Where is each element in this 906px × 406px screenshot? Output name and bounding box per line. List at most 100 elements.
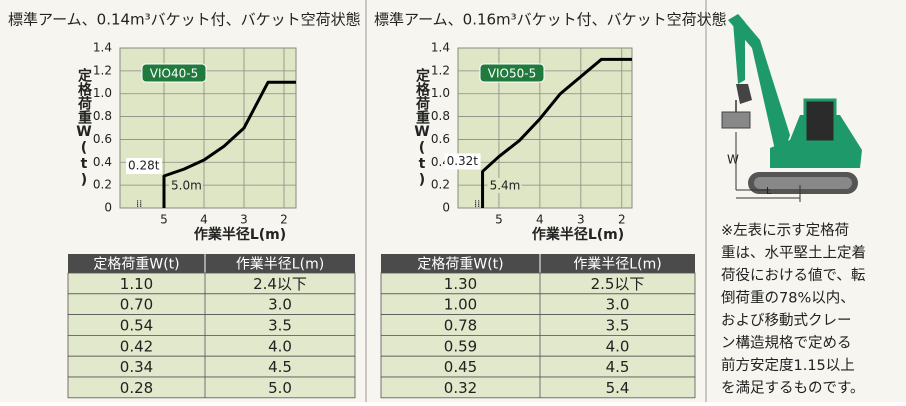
y-tick-label: 0.8 (431, 109, 450, 123)
table-cell: 4.0 (606, 337, 630, 355)
y-tick-label: 1.2 (93, 63, 112, 77)
model-badge (479, 63, 545, 83)
x-axis-label: 作業半径L(m) (532, 226, 624, 243)
y-tick-label: 1.0 (431, 86, 450, 100)
note-line: 前方安定度1.15以上 (721, 357, 855, 374)
table-cell: 3.0 (606, 296, 630, 314)
x-tick-label: 2 (280, 213, 288, 227)
y-axis-label: 定格荷重W(t) (76, 67, 93, 188)
annotation-box (169, 178, 203, 193)
note-line: 重は、水平堅土上定着 (721, 245, 866, 262)
note-line: 倒荷重の78%以内、 (721, 290, 855, 307)
x-tick-label: 2 (618, 213, 626, 227)
table-header: 定格荷重W(t) (417, 257, 503, 273)
excavator-illustration (721, 14, 862, 202)
table-row-bg (380, 334, 696, 357)
table-cell: 3.5 (268, 317, 292, 335)
table-cell: 0.54 (120, 317, 153, 335)
table-cell: 5.0 (268, 379, 292, 397)
x-tick-label: 3 (240, 213, 248, 227)
x-tick-label: 3 (577, 213, 585, 227)
table-cell: 3.5 (606, 317, 630, 335)
y-tick-label: 0 (442, 201, 450, 215)
chart-title: 標準アーム、0.14m³バケット付、バケット空荷状態 (8, 11, 361, 29)
note-line: ※左表に示す定格荷 (721, 222, 849, 239)
y-tick-label: 1.4 (431, 41, 450, 55)
table-row-bg (380, 355, 696, 378)
x-tick-label: 5 (495, 213, 503, 227)
table-header-bg (381, 254, 695, 273)
y-tick-label: 0.8 (93, 109, 112, 123)
plot-frame (457, 47, 633, 209)
x-axis-label: 作業半径L(m) (194, 226, 286, 243)
diagram-label: W (727, 153, 739, 167)
y-tick-label: 0.4 (93, 155, 112, 169)
note-line: を満足するものです。 (721, 380, 865, 397)
note-line: 荷役における値で、転 (721, 267, 865, 284)
annotation-box (444, 153, 481, 170)
plot-frame (119, 47, 297, 209)
table-cell: 2.4以下 (253, 275, 307, 293)
table-row-bg (380, 376, 696, 399)
annotation: 5.4m (490, 179, 521, 193)
table-cell: 3.0 (268, 296, 292, 314)
annotation: 5.0m (171, 179, 202, 193)
table-row-bg (380, 293, 696, 315)
y-tick-label: 1.2 (431, 63, 450, 77)
y-tick-label: 0.2 (431, 178, 450, 192)
table-cell: 5.4 (606, 379, 630, 397)
table-cell: 1.30 (444, 275, 477, 293)
load-curve (481, 57, 632, 208)
y-tick-label: 0.6 (431, 132, 450, 146)
table-cell: 0.28 (120, 379, 153, 397)
table-row-bg (67, 376, 356, 399)
y-tick-label: 0 (104, 201, 112, 215)
table-row-bg (380, 314, 696, 336)
table-cell: 1.10 (120, 275, 153, 293)
table-row-bg (67, 272, 356, 295)
annotation: 0.28t (128, 159, 160, 173)
y-tick-label: 1.0 (93, 86, 112, 100)
axis-break: ⁞⁞ (474, 199, 480, 210)
table-cell: 0.59 (444, 337, 477, 355)
annotation: 0.32t (447, 154, 479, 168)
table-header: 定格荷重W(t) (93, 257, 179, 273)
table-cell: 1.00 (444, 296, 477, 314)
chart-title: 標準アーム、0.16m³バケット付、バケット空荷状態 (374, 11, 727, 29)
model-label: VIO40-5 (150, 67, 198, 81)
table-row-bg (67, 314, 356, 336)
note-line: および移動式クレー (721, 312, 852, 329)
y-tick-label: 1.4 (93, 41, 112, 55)
table-cell: 0.78 (444, 317, 477, 335)
annotation-box (487, 178, 522, 193)
y-tick-label: 0.6 (93, 132, 112, 146)
axis-break: ⁞⁞ (136, 199, 142, 210)
table-cell: 0.45 (444, 358, 477, 376)
model-label: VIO50-5 (488, 67, 536, 81)
table-cell: 0.70 (120, 296, 153, 314)
x-tick-label: 4 (200, 213, 208, 227)
x-tick-label: 5 (160, 213, 168, 227)
y-axis-label: 定格荷重W(t) (414, 67, 431, 188)
table-cell: 0.32 (444, 379, 477, 397)
note-line: ン構造規格で定める (721, 335, 852, 352)
table-cell: 4.5 (606, 358, 630, 376)
table-header: 作業半径L(m) (236, 257, 324, 273)
table-header: 作業半径L(m) (573, 257, 661, 273)
table-row-bg (67, 334, 356, 357)
model-badge (141, 63, 207, 83)
table-row-bg (380, 272, 696, 295)
table-cell: 0.42 (120, 337, 153, 355)
diagram-label: L (766, 186, 772, 197)
table-cell: 4.0 (268, 337, 292, 355)
load-curve (162, 80, 296, 208)
table-cell: 0.34 (120, 358, 153, 376)
table-cell: 4.5 (268, 358, 292, 376)
table-row-bg (67, 293, 356, 315)
table-header-bg (68, 254, 355, 273)
y-tick-label: 0.2 (93, 178, 112, 192)
x-tick-label: 4 (536, 213, 544, 227)
annotation-box (126, 158, 162, 174)
table-row-bg (67, 355, 356, 378)
